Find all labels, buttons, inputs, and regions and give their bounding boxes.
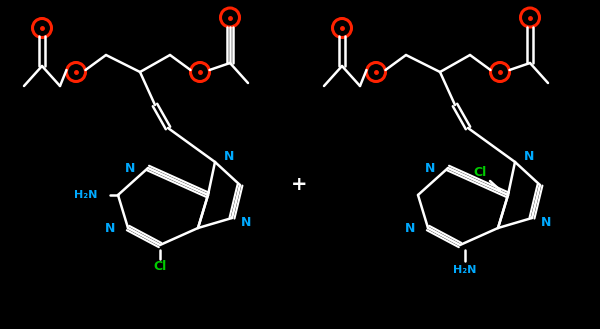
Text: H₂N: H₂N [74, 190, 98, 200]
Text: N: N [224, 150, 234, 164]
Text: Cl: Cl [473, 166, 487, 180]
Text: N: N [125, 162, 135, 174]
Text: N: N [405, 221, 415, 235]
Text: N: N [541, 216, 551, 230]
Text: N: N [524, 150, 534, 164]
Text: N: N [425, 162, 435, 174]
Text: Cl: Cl [154, 261, 167, 273]
Text: N: N [105, 221, 115, 235]
Text: N: N [241, 216, 251, 230]
Text: H₂N: H₂N [454, 265, 476, 275]
Text: +: + [291, 175, 307, 194]
